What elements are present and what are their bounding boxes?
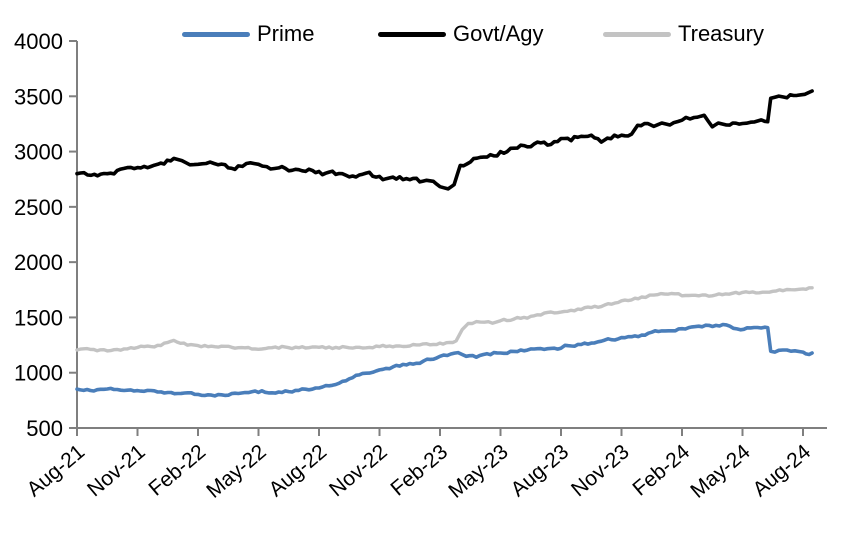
x-tick-label: Feb-22 [144, 440, 210, 500]
x-tick-label: Feb-24 [628, 440, 694, 501]
x-tick-label: Nov-21 [83, 440, 150, 501]
series-line-govt-agy [75, 89, 814, 191]
series-line-prime [75, 322, 814, 398]
x-tick-label: Feb-23 [386, 440, 452, 500]
y-tick-label: 1000 [14, 361, 63, 386]
y-tick-label: 2000 [14, 250, 63, 275]
legend-label-govt-agy: Govt/Agy [453, 21, 544, 46]
legend-item-prime: Prime [182, 22, 314, 46]
legend-label-prime: Prime [257, 21, 315, 46]
legend-label-treasury: Treasury [678, 21, 764, 46]
y-tick-label: 3000 [14, 140, 63, 165]
x-tick-label: Nov-22 [325, 440, 392, 501]
x-tick-label: May-24 [686, 440, 755, 503]
legend: Prime Govt/Agy Treasury [0, 0, 852, 46]
y-tick-label: 4000 [14, 29, 63, 54]
x-tick-label: Aug-21 [23, 440, 90, 501]
x-tick-label: May-22 [202, 440, 270, 503]
legend-swatch-treasury-icon [603, 31, 671, 37]
legend-item-govt-agy: Govt/Agy [378, 22, 543, 46]
x-tick-label: May-23 [444, 440, 512, 503]
legend-item-treasury: Treasury [603, 22, 764, 46]
y-tick-label: 2500 [14, 195, 63, 220]
x-tick-label: Aug-22 [265, 440, 332, 501]
x-tick-label: Aug-23 [507, 440, 574, 501]
y-tick-label: 500 [26, 416, 63, 441]
legend-swatch-prime-icon [182, 31, 250, 37]
y-tick-label: 1500 [14, 305, 63, 330]
x-tick-label: Aug-24 [749, 440, 816, 501]
y-tick-label: 3500 [14, 84, 63, 109]
legend-swatch-govt-agy-icon [378, 31, 446, 37]
series-line-treasury [75, 286, 814, 353]
x-tick-label: Nov-23 [567, 440, 634, 501]
